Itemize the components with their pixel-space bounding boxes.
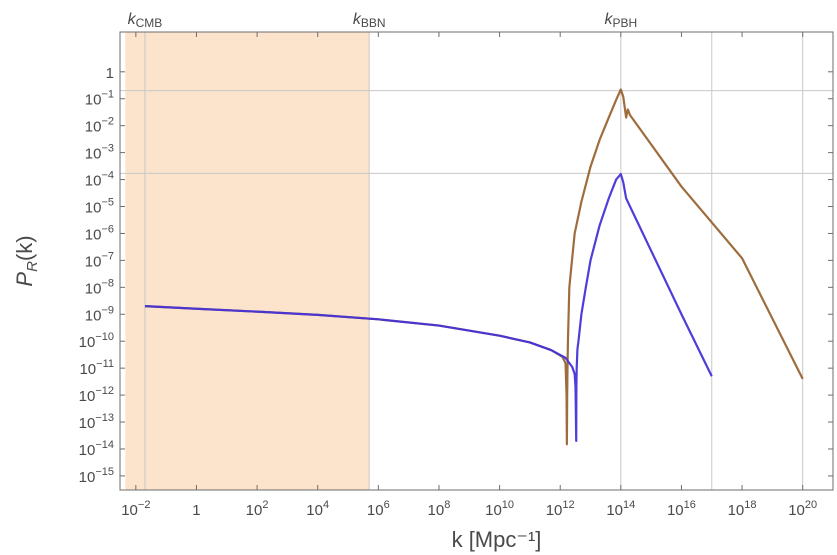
background-layer bbox=[125, 32, 370, 490]
y-tick-label: 10−1 bbox=[85, 89, 114, 109]
x-tick-label: 102 bbox=[246, 499, 269, 519]
x-tick-label: 1 bbox=[192, 502, 200, 519]
plot-frame bbox=[119, 31, 834, 491]
x-tick-label: 108 bbox=[428, 499, 451, 519]
y-tick-label: 10−7 bbox=[85, 250, 114, 270]
y-tick-label: 1 bbox=[106, 65, 114, 82]
y-axis-title: PR(k) bbox=[12, 235, 41, 286]
y-tick-label: 10−8 bbox=[85, 277, 114, 297]
tick-labels: kCMB kBBN kPBH 10−2 1 102 104 106 108 1010 1012 101… bbox=[79, 11, 818, 519]
ref-label-x-0: kCMB bbox=[128, 11, 163, 30]
y-tick-label: 10−9 bbox=[85, 304, 114, 324]
y-tick-label: 10−12 bbox=[79, 385, 114, 405]
y-tick-label: 10−5 bbox=[85, 197, 114, 217]
x-tick-label: 10−2 bbox=[121, 499, 150, 519]
x-tick-label: 1016 bbox=[667, 499, 696, 519]
x-tick-label: 1018 bbox=[728, 499, 757, 519]
y-tick-label: 10−15 bbox=[79, 466, 114, 486]
y-tick-label: 10−10 bbox=[79, 331, 114, 351]
shaded-region bbox=[125, 32, 370, 490]
plot-border bbox=[119, 31, 834, 491]
y-tick-label: 10−13 bbox=[79, 412, 114, 432]
x-tick-label: 1014 bbox=[606, 499, 635, 519]
y-tick-label: 10−3 bbox=[85, 143, 114, 163]
x-tick-label: 106 bbox=[367, 499, 390, 519]
ref-label-x-2: kPBH bbox=[604, 11, 637, 30]
reference-lines bbox=[120, 32, 833, 490]
x-tick-label: 1020 bbox=[788, 499, 817, 519]
y-tick-label: 10−14 bbox=[79, 439, 114, 459]
y-tick-label: 10−6 bbox=[85, 223, 114, 243]
series-line-1 bbox=[144, 172, 713, 442]
x-axis-title: k [Mpc⁻¹] bbox=[452, 527, 542, 552]
series-layer bbox=[144, 88, 804, 446]
x-tick-label: 1012 bbox=[546, 499, 575, 519]
x-tick-label: 104 bbox=[306, 499, 329, 519]
y-tick-label: 10−4 bbox=[85, 170, 114, 190]
y-tick-label: 10−2 bbox=[85, 116, 114, 136]
ref-label-x-1: kBBN bbox=[353, 11, 386, 30]
x-tick-label: 1010 bbox=[485, 499, 514, 519]
y-tick-label: 10−11 bbox=[79, 358, 114, 378]
